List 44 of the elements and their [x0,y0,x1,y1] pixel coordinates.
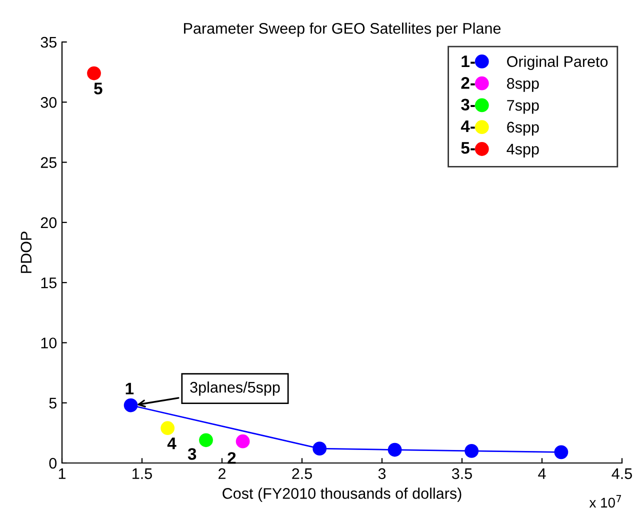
y-axis-title: PDOP [20,232,32,273]
x-tick-label: 3.5 [452,468,472,480]
y-tick-label: 25 [40,157,56,168]
legend-label: Original Pareto [507,56,608,70]
legend-label: 6spp [507,122,539,136]
x-tick-label: 2.5 [292,468,312,480]
annotation: 3- [461,98,475,111]
x-tick-label: 1.5 [132,468,152,480]
y-tick-label: 20 [40,217,57,228]
legend-label: 7spp [507,100,539,114]
x-tick-label: 1 [58,468,66,479]
x-axis-title: Cost (FY2010 thousands of dollars) [222,488,462,502]
annotation: 3 [188,448,196,460]
annotation: 4 [167,438,176,450]
point [160,421,175,436]
point [554,445,568,460]
x-tick-label: 3 [378,468,386,480]
annotation: 5 [94,82,102,94]
x-tick-label: 4 [538,468,546,479]
y-tick-label: 30 [40,97,57,108]
point [236,434,250,448]
point [199,433,213,448]
point [464,444,479,458]
annotation: 1 [126,382,134,394]
point [388,442,402,457]
legend-label: 4spp [506,144,539,158]
annotation: 5- [461,142,475,154]
x-tick-label: 2 [218,468,226,479]
point [312,442,327,456]
x-tick-label: 4.5 [612,468,632,480]
annotation: 2- [461,77,475,89]
y-tick-label: 35 [40,36,56,48]
annotation: 3planes/5spp [190,381,280,396]
text: x 10$^{7}$ [589,495,621,508]
chart-title: Parameter Sweep for GEO Satellites per Plane [184,22,501,37]
y-tick-label: 10 [41,338,57,348]
y-tick-label: 0 [49,458,57,469]
y-tick-label: 5 [49,398,56,409]
legend-label: 8spp [507,78,539,92]
y-tick-label: 15 [41,278,56,288]
annotation: 4- [460,120,475,132]
point [87,66,101,80]
annotation: 1- [462,56,475,68]
point [124,398,138,412]
